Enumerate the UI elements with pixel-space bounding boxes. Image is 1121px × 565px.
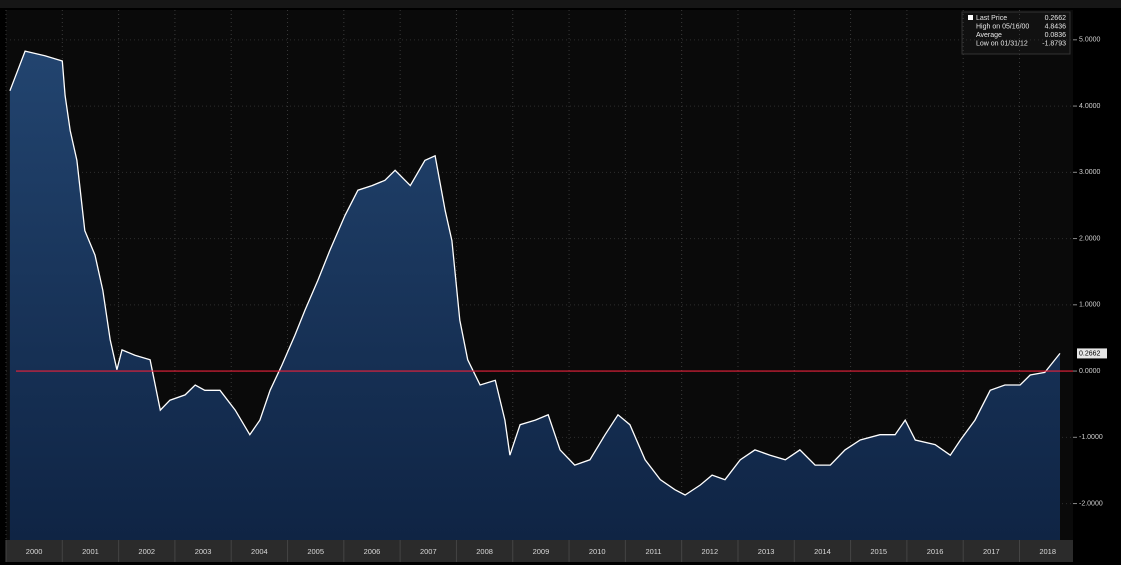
y-tick-label: 1.0000 (1079, 302, 1101, 309)
area (9, 51, 1060, 540)
legend-value: 4.8436 (1045, 23, 1067, 30)
x-tick-label: 2007 (420, 547, 437, 556)
x-tick-label: 2015 (870, 547, 887, 556)
legend-value: 0.0836 (1045, 32, 1067, 39)
x-tick-label: 2008 (476, 547, 493, 556)
x-tick-label: 2002 (138, 547, 155, 556)
x-tick-label: 2000 (26, 547, 43, 556)
legend-box (961, 11, 1071, 55)
x-tick-label: 2011 (645, 547, 661, 556)
x-tick-label: 2006 (364, 547, 381, 556)
toolbar (0, 0, 1121, 8)
x-tick-label: 2013 (758, 547, 775, 556)
legend-value: 0.2662 (1045, 15, 1067, 22)
legend-label: Last Price (976, 15, 1007, 22)
y-tick-label: 2.0000 (1079, 235, 1101, 242)
legend-swatch (968, 15, 973, 20)
legend-label: Low on 01/31/12 (976, 40, 1028, 47)
y-tick-label: 0.0000 (1079, 368, 1101, 375)
x-axis-band (6, 540, 1073, 562)
y-tick-label: 4.0000 (1079, 103, 1101, 110)
x-tick-label: 2003 (195, 547, 212, 556)
legend-value: -1.8793 (1042, 40, 1066, 47)
legend-label: Average (976, 32, 1002, 39)
x-tick-label: 2005 (307, 547, 324, 556)
legend: Last Price 0.2662 High on 05/16/00 4.8436 Av… (961, 11, 1071, 55)
x-tick-label: 2014 (814, 547, 831, 556)
x-tick-label: 2009 (533, 547, 550, 556)
legend-label: High on 05/16/00 (976, 23, 1029, 30)
last-price-label: 0.2662 (1079, 350, 1101, 357)
x-tick-label: 2004 (251, 547, 268, 556)
x-tick-label: 2018 (1039, 547, 1056, 556)
x-tick-label: 2017 (983, 547, 1000, 556)
y-tick-label: 3.0000 (1079, 169, 1101, 176)
y-tick-label: 5.0000 (1079, 37, 1101, 44)
y-tick-label: -1.0000 (1079, 434, 1103, 441)
x-tick-label: 2010 (589, 547, 606, 556)
last-price-tag (1077, 348, 1107, 359)
x-tick-label: 2016 (927, 547, 944, 556)
x-tick-label: 2001 (82, 547, 99, 556)
x-tick-label: 2012 (701, 547, 718, 556)
y-tick-label: -2.0000 (1079, 500, 1103, 507)
line (9, 50, 1061, 496)
